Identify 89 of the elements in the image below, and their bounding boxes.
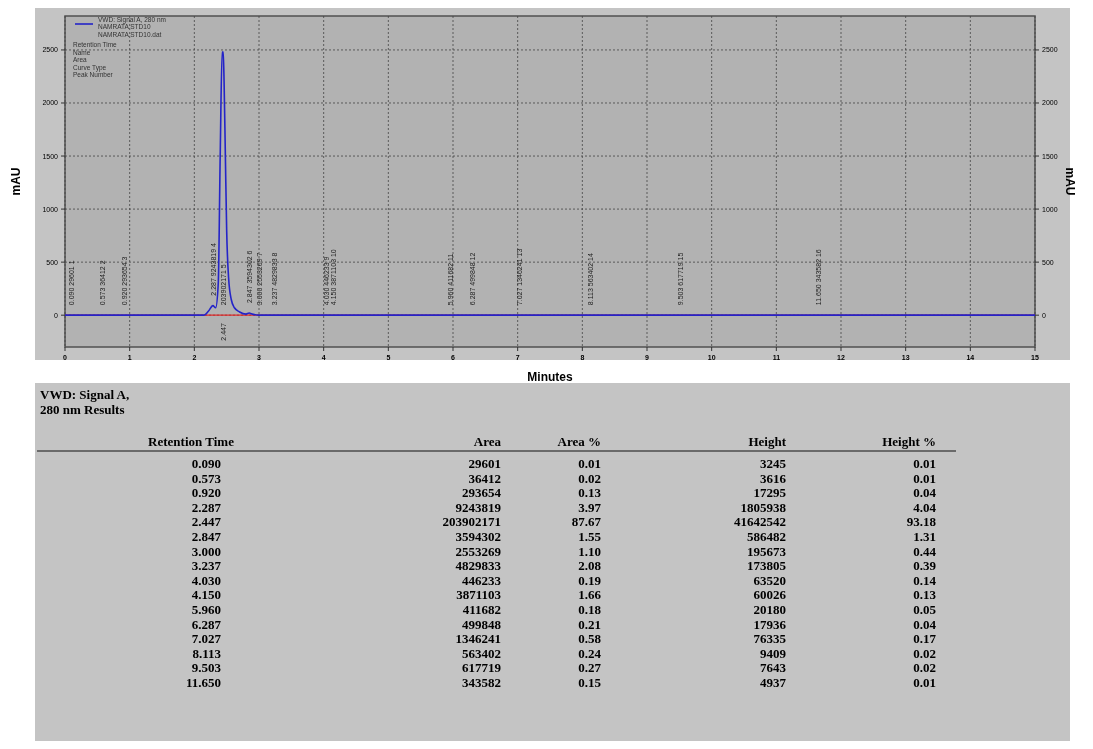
text: 20180 — [753, 602, 786, 617]
text: 4829833 — [455, 558, 501, 574]
text: 0.04 — [913, 616, 936, 632]
x-axis-title: Minutes — [527, 370, 573, 384]
text: 4.030 — [191, 572, 221, 588]
text: 0.01 — [913, 675, 936, 690]
text: 0.39 — [913, 558, 936, 574]
text: 1.55 — [578, 529, 601, 544]
text: 1805938 — [740, 499, 786, 515]
text: 0.04 — [913, 485, 936, 501]
y-axis-title: mAU — [9, 167, 23, 196]
text: 0.573 — [191, 470, 221, 486]
text: 29601 — [468, 456, 501, 471]
text: 2.447 — [191, 514, 221, 530]
text: 0.090 — [191, 456, 221, 471]
text: 3871103 — [456, 587, 501, 603]
text: 76335 — [753, 631, 786, 647]
text: 0.02 — [913, 660, 936, 676]
y2-axis-title: mAU — [1063, 167, 1077, 196]
category-label: Height % — [882, 434, 936, 449]
text: 17936 — [753, 616, 786, 632]
text: 11.650 — [185, 675, 221, 690]
text: 0.05 — [913, 602, 936, 617]
category-label: Area — [473, 434, 502, 449]
text: 0.13 — [578, 485, 601, 501]
text: 499848 — [462, 616, 501, 632]
text: 0.19 — [578, 572, 601, 588]
category-label: Height — [748, 434, 787, 449]
text: 2553269 — [455, 543, 501, 559]
text: 0.02 — [913, 645, 936, 661]
category-label: Area % — [557, 434, 601, 449]
text: 0.01 — [578, 456, 601, 471]
text: 617719 — [462, 660, 501, 676]
text: 563402 — [462, 645, 501, 661]
text: 0.01 — [913, 456, 936, 471]
text: 3.97 — [578, 499, 601, 515]
text: 0.17 — [913, 631, 936, 647]
text: 9243819 — [455, 499, 501, 515]
text: 87.67 — [571, 514, 601, 530]
text: 63520 — [753, 572, 786, 588]
text: 2.287 — [191, 499, 221, 515]
text: 1.10 — [578, 543, 601, 559]
text: 2.08 — [578, 558, 601, 574]
text: 60026 — [753, 587, 786, 603]
text: 3594302 — [455, 529, 501, 544]
text: 7643 — [760, 660, 786, 676]
text: 0.14 — [913, 572, 936, 588]
text: 293654 — [462, 485, 501, 501]
text: 446233 — [462, 572, 501, 588]
text: 4.04 — [913, 499, 936, 515]
text: 4.150 — [191, 587, 221, 603]
text: 195673 — [747, 543, 786, 559]
text: 36412 — [468, 470, 501, 486]
text: 6.287 — [191, 616, 221, 632]
text: 173805 — [747, 558, 786, 574]
text: 0.27 — [578, 660, 601, 676]
text: 9409 — [760, 645, 786, 661]
text: 203902171 — [442, 514, 501, 530]
text: 0.13 — [913, 587, 936, 603]
text: 17295 — [753, 485, 786, 501]
text: 0.02 — [578, 470, 601, 486]
text: 0.21 — [578, 616, 601, 632]
text: 93.18 — [906, 514, 936, 530]
text: 343582 — [462, 675, 501, 690]
text: 3.000 — [191, 543, 221, 559]
text: 1.66 — [578, 587, 601, 603]
text: 0.44 — [913, 543, 936, 559]
text: 5.960 — [191, 602, 221, 617]
text: 41642542 — [734, 514, 786, 530]
text: 0.01 — [913, 470, 936, 486]
text: 1.31 — [913, 529, 936, 544]
text: VWD: Signal A, 280 nm Results — [40, 387, 130, 417]
category-label: Retention Time — [148, 434, 235, 449]
text: 586482 — [747, 529, 786, 544]
text: 0.15 — [578, 675, 601, 690]
text: 3245 — [760, 456, 786, 471]
text: 8.113 — [192, 645, 221, 661]
text: 1346241 — [455, 631, 501, 647]
text: 2.847 — [191, 529, 221, 544]
text: 0.920 — [191, 485, 221, 501]
text: 3616 — [760, 470, 786, 486]
text: 0.18 — [578, 602, 601, 617]
text: 9.503 — [191, 660, 221, 676]
text: 7.027 — [191, 631, 221, 647]
text: 0.58 — [578, 631, 601, 647]
text: 411682 — [462, 602, 501, 617]
text: 0.24 — [578, 645, 601, 661]
text: 4937 — [760, 675, 786, 690]
text: 3.237 — [191, 558, 221, 574]
